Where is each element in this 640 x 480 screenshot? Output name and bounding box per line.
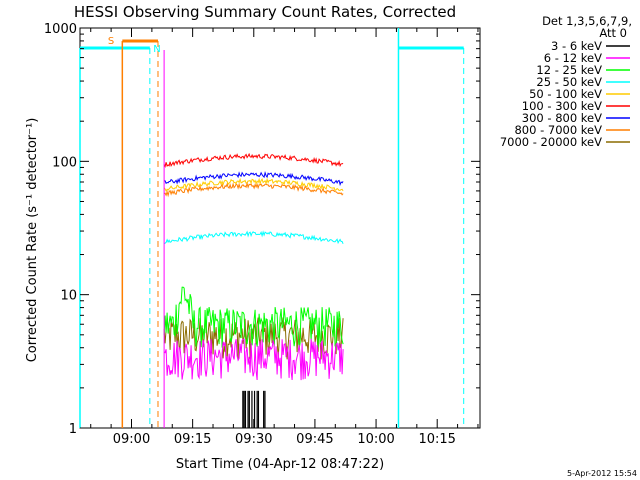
y-tick-label: 10 [60,289,77,304]
x-tick-label: 09:45 [296,432,333,447]
series-25-50kev [163,230,344,245]
y-tick-label: 1 [69,422,77,437]
plot-frame [79,27,481,429]
series-6-12kev [163,338,344,381]
series-50-100kev [163,177,344,193]
legend-item-label: 300 - 800 keV [522,111,602,125]
series-layer [163,152,344,428]
footer-timestamp: 5-Apr-2012 15:54 [567,469,637,478]
series-300-800kev [164,171,344,187]
x-tick-label: 09:00 [113,432,150,447]
legend-item-label: 12 - 25 keV [536,63,602,77]
series-800-7000kev [163,181,344,198]
legend-item-label: 6 - 12 keV [544,51,602,65]
legend-item-label: 3 - 6 keV [551,39,602,53]
annotation-layer: SN [79,28,465,428]
legend-item-label: 7000 - 20000 keV [500,135,602,149]
legend-item-label: 50 - 100 keV [529,87,602,101]
x-tick-label: 10:00 [357,432,394,447]
saa-label: S [108,36,114,47]
x-tick-label: 09:15 [174,432,211,447]
y-axis-ticks: 1 10 100 1000 [44,22,480,437]
legend-item-label: 25 - 50 keV [536,75,602,89]
series-3-6-kev [242,390,266,428]
chart-title: HESSI Observing Summary Count Rates, Cor… [74,3,456,21]
night-label: N [153,44,160,55]
y-tick-label: 1000 [44,22,77,37]
legend-item-label: 800 - 7000 keV [514,123,602,137]
legend-item-label: 100 - 300 keV [522,99,602,113]
x-axis-label: Start Time (04-Apr-12 08:47:22) [176,457,384,472]
y-axis-label: Corrected Count Rate (s⁻¹ detector⁻¹) [25,118,40,363]
x-tick-label: 09:30 [235,432,272,447]
series-100-300kev [163,152,344,169]
x-axis-ticks: 09:00 09:15 09:30 09:45 10:00 10:15 [90,28,479,447]
y-tick-label: 100 [52,155,77,170]
legend-header-line-1: Det 1,3,5,6,7,9, [542,14,632,28]
legend-header-line-2: Att 0 [599,26,627,40]
x-tick-label: 10:15 [418,432,455,447]
series-12-25kev [163,286,344,350]
